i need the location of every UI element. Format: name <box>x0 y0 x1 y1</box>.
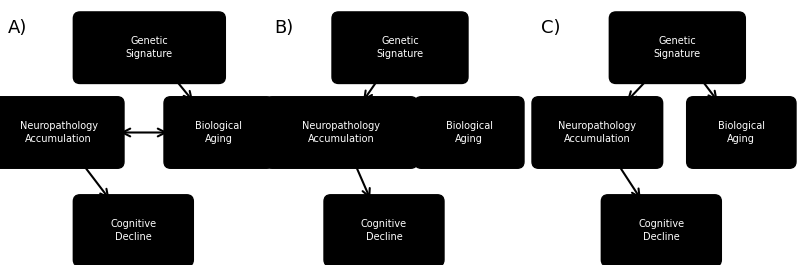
FancyBboxPatch shape <box>74 195 194 265</box>
Text: Neuropathology
Accumulation: Neuropathology Accumulation <box>302 121 380 144</box>
Text: Biological
Aging: Biological Aging <box>195 121 242 144</box>
Text: Cognitive
Decline: Cognitive Decline <box>361 219 407 242</box>
FancyBboxPatch shape <box>0 97 124 168</box>
FancyBboxPatch shape <box>610 12 746 83</box>
Text: Cognitive
Decline: Cognitive Decline <box>110 219 156 242</box>
Text: Neuropathology
Accumulation: Neuropathology Accumulation <box>558 121 636 144</box>
FancyBboxPatch shape <box>324 195 444 265</box>
Text: B): B) <box>274 19 294 37</box>
FancyBboxPatch shape <box>332 12 468 83</box>
FancyBboxPatch shape <box>686 97 796 168</box>
Text: Biological
Aging: Biological Aging <box>446 121 493 144</box>
Text: Genetic
Signature: Genetic Signature <box>654 36 701 59</box>
Text: Genetic
Signature: Genetic Signature <box>126 36 173 59</box>
FancyBboxPatch shape <box>74 12 226 83</box>
Text: C): C) <box>542 19 561 37</box>
FancyBboxPatch shape <box>164 97 274 168</box>
Text: Genetic
Signature: Genetic Signature <box>377 36 423 59</box>
FancyBboxPatch shape <box>532 97 662 168</box>
Text: A): A) <box>8 19 27 37</box>
Text: Neuropathology
Accumulation: Neuropathology Accumulation <box>20 121 98 144</box>
FancyBboxPatch shape <box>602 195 722 265</box>
FancyBboxPatch shape <box>414 97 524 168</box>
Text: Biological
Aging: Biological Aging <box>718 121 765 144</box>
FancyBboxPatch shape <box>266 97 418 168</box>
Text: Cognitive
Decline: Cognitive Decline <box>638 219 684 242</box>
